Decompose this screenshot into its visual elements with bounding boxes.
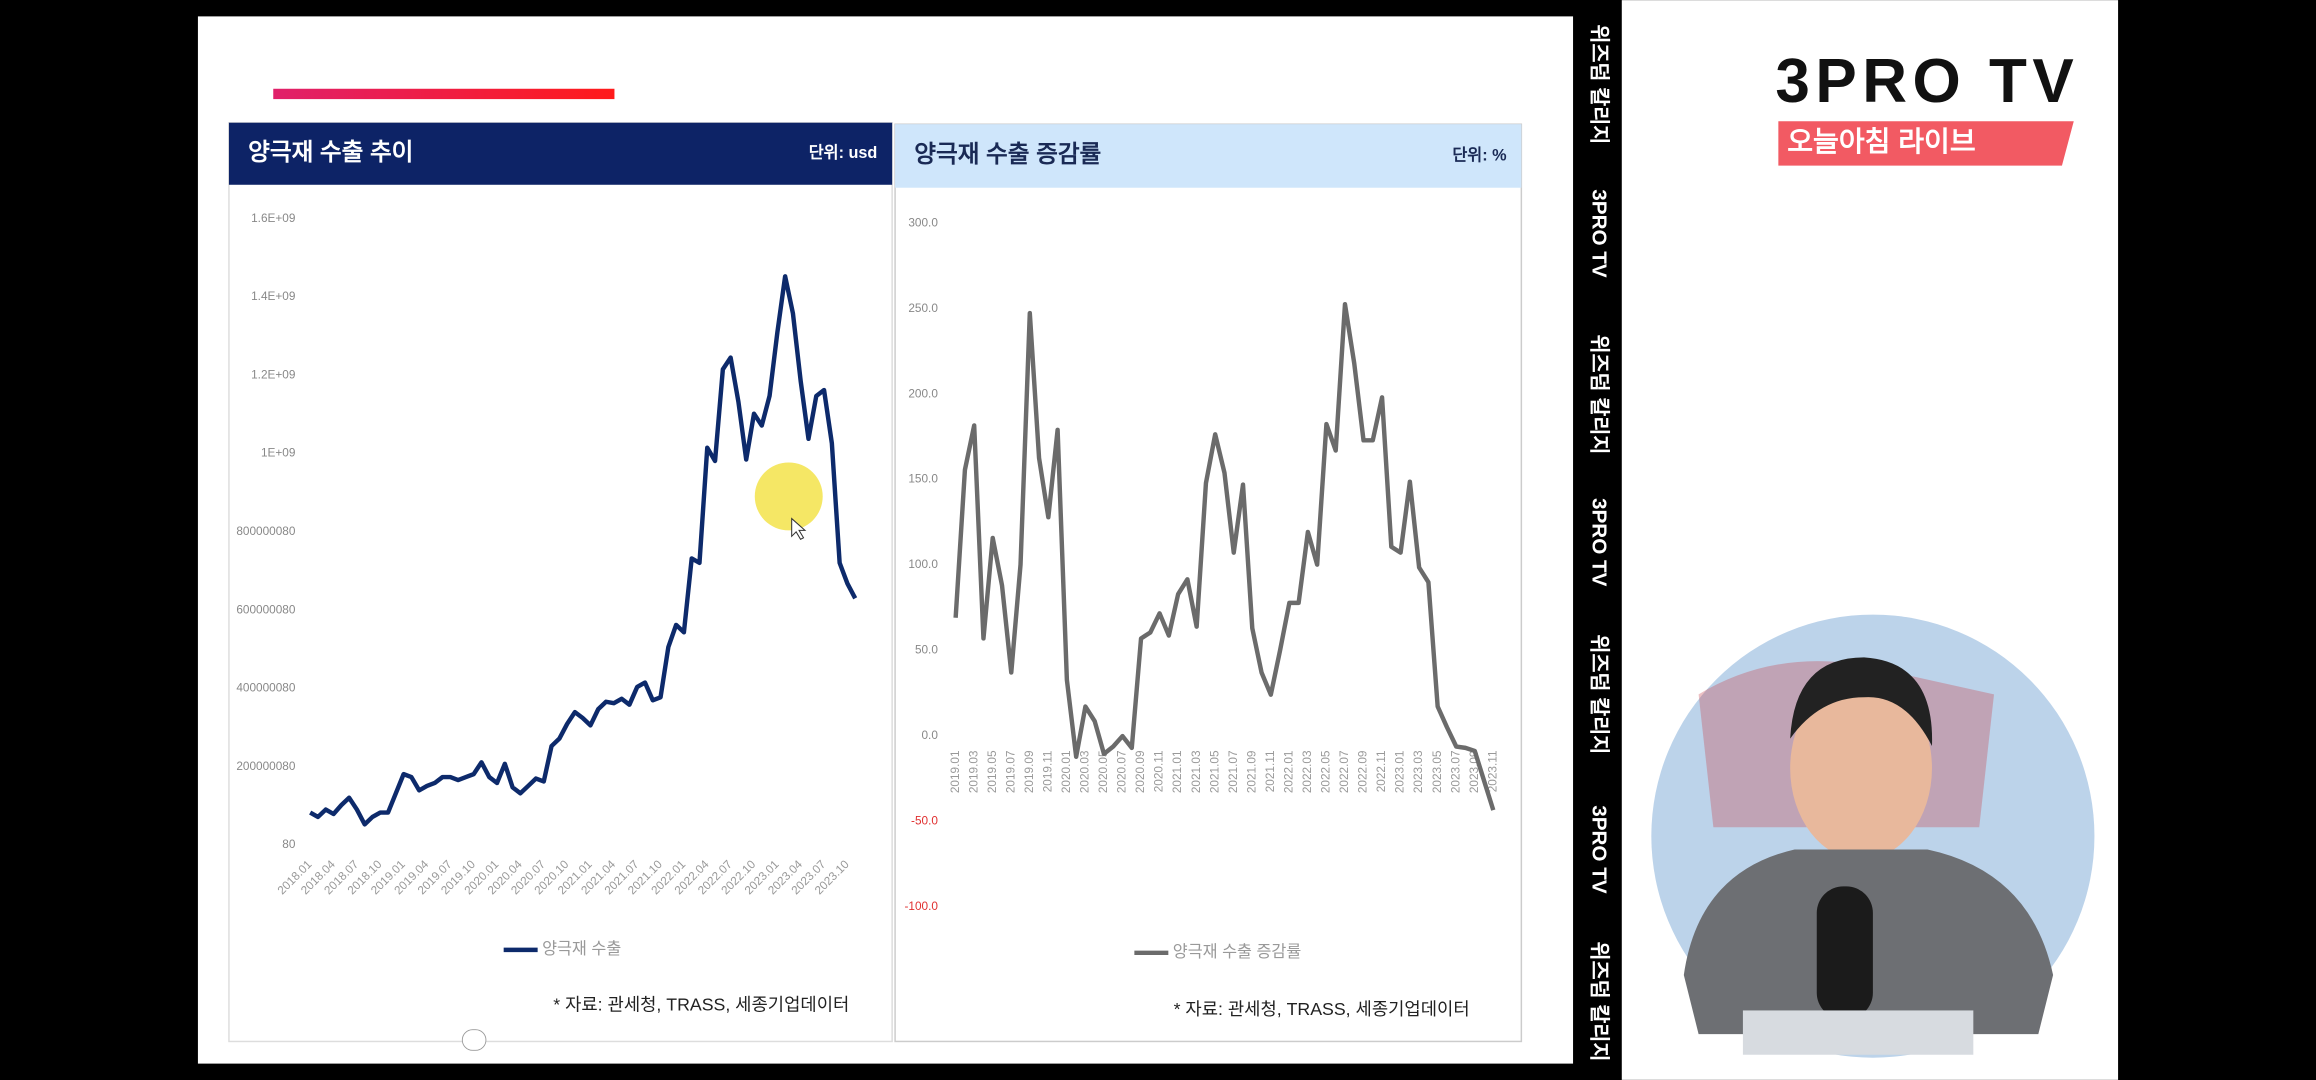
x-tick-label: 2021.05 <box>1207 750 1221 793</box>
x-tick-label: 2020.01 <box>1059 750 1073 793</box>
chart-source: * 자료: 관세청, TRASS, 세종기업데이터 <box>553 995 849 1015</box>
y-tick-label: 200000080 <box>236 759 295 773</box>
y-tick-label: 1.6E+09 <box>251 211 295 225</box>
sidebar-label: 3PRO TV <box>1588 189 1611 278</box>
panel <box>228 121 893 1043</box>
x-tick-label: 2019.07 <box>1003 750 1017 793</box>
sidebar-label: 위즈덤 칼리지 <box>1588 24 1611 144</box>
y-tick-label: 800000080 <box>236 524 295 538</box>
x-tick-label: 2022.03 <box>1300 750 1314 793</box>
x-tick-label: 2022.05 <box>1319 750 1333 793</box>
x-tick-label: 2019.01 <box>948 750 962 793</box>
x-tick-label: 2022.01 <box>1281 750 1295 793</box>
legend-label: 양극재 수출 증감률 <box>1173 943 1302 961</box>
sidebar-label: 위즈덤 칼리지 <box>1588 335 1611 455</box>
x-tick-label: 2021.09 <box>1244 750 1258 793</box>
y-tick-label: -100.0 <box>904 899 938 913</box>
logo-title: 3PRO TV <box>1775 47 2073 116</box>
chart-unit: 단위: usd <box>809 144 878 162</box>
y-tick-label: 250.0 <box>908 301 938 315</box>
data-line <box>309 274 858 827</box>
data-line <box>953 302 1496 811</box>
chart-header <box>228 122 893 185</box>
logo-subtitle: 오늘아침 라이브 <box>1787 126 1975 157</box>
x-tick-label: 2020.05 <box>1096 750 1110 793</box>
y-tick-label: 200.0 <box>908 386 938 400</box>
x-tick-label: 2021.07 <box>1226 750 1240 793</box>
sidebar-label: 3PRO TV <box>1588 805 1611 894</box>
sidebar-label: 3PRO TV <box>1588 498 1611 587</box>
sidebar-label: 위즈덤 칼리지 <box>1588 634 1611 754</box>
x-tick-label: 2023.03 <box>1411 750 1425 793</box>
y-tick-label: 1.2E+09 <box>251 367 295 381</box>
x-tick-label: 2023.01 <box>1393 750 1407 793</box>
y-tick-label: 300.0 <box>908 215 938 229</box>
x-tick-label: 2022.09 <box>1356 750 1370 793</box>
y-tick-label: 0.0 <box>922 728 939 742</box>
y-tick-label: 50.0 <box>915 643 938 657</box>
x-tick-label: 2019.03 <box>966 750 980 793</box>
chart-header <box>895 124 1522 188</box>
accent-bar <box>273 88 615 100</box>
cursor-highlight <box>754 462 823 531</box>
chart-title: 양극재 수출 증감률 <box>914 141 1101 168</box>
x-tick-label: 2023.11 <box>1485 750 1499 792</box>
x-tick-label: 2019.09 <box>1022 750 1036 793</box>
x-tick-label: 2022.07 <box>1337 750 1351 793</box>
y-tick-label: 100.0 <box>908 557 938 571</box>
y-tick-label: -50.0 <box>911 814 938 828</box>
hair <box>1790 657 1933 747</box>
laptop <box>1742 1010 1974 1055</box>
x-tick-label: 2021.11 <box>1263 750 1277 792</box>
y-tick-label: 80 <box>282 837 296 851</box>
microphone <box>1816 886 1873 1020</box>
x-tick-label: 2019.05 <box>985 750 999 793</box>
x-tick-label: 2019.11 <box>1040 750 1054 792</box>
chart-title: 양극재 수출 추이 <box>248 139 413 166</box>
sidebar-label: 위즈덤 칼리지 <box>1588 942 1611 1062</box>
x-tick-label: 2021.01 <box>1170 750 1184 793</box>
y-tick-label: 600000080 <box>236 602 295 616</box>
logo-banner <box>1778 121 2074 166</box>
x-tick-label: 2020.07 <box>1115 750 1129 793</box>
chart-source: * 자료: 관세청, TRASS, 세종기업데이터 <box>1174 999 1470 1019</box>
x-tick-label: 2020.09 <box>1133 750 1147 793</box>
y-tick-label: 1.4E+09 <box>251 289 295 303</box>
cursor <box>791 517 807 540</box>
logo: 3PRO TV 오늘아침 라이브 <box>1775 47 2074 166</box>
x-tick-label: 2023.07 <box>1448 750 1462 793</box>
y-tick-label: 150.0 <box>908 472 938 486</box>
chart-unit: 단위: % <box>1452 146 1506 164</box>
presenter-video <box>1651 614 2095 1058</box>
x-tick-label: 2021.03 <box>1189 750 1203 793</box>
x-tick-label: 2020.03 <box>1078 750 1092 793</box>
video-control <box>461 1029 487 1051</box>
x-tick-label: 2020.11 <box>1152 750 1166 792</box>
x-tick-label: 2023.05 <box>1430 750 1444 793</box>
legend-label: 양극재 수출 <box>542 940 621 958</box>
x-tick-label: 2022.11 <box>1374 750 1388 792</box>
face <box>1790 676 1932 860</box>
y-tick-label: 1E+09 <box>261 446 295 460</box>
y-tick-label: 400000080 <box>236 681 295 695</box>
